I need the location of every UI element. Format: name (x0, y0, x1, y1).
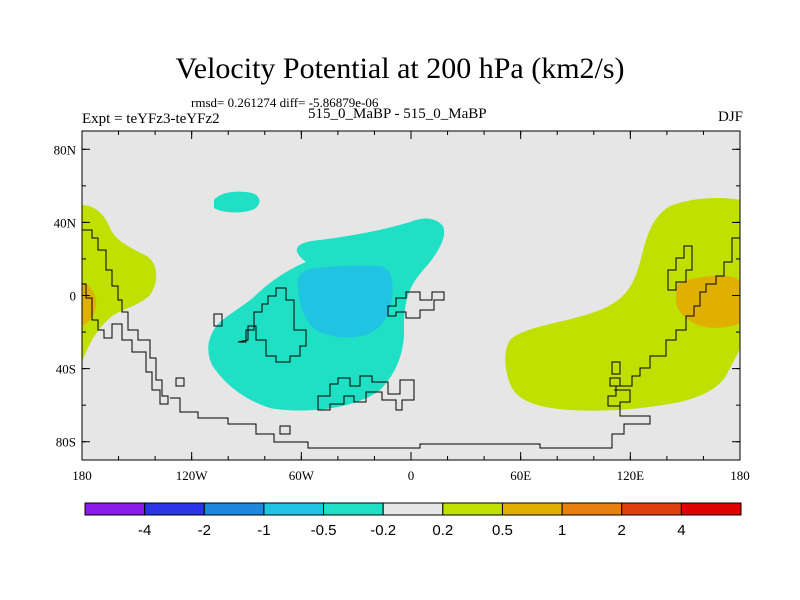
coastline-island-1 (611, 361, 621, 375)
colorbar-swatch (382, 502, 444, 516)
figure-title: Velocity Potential at 200 hPa (km2/s) (175, 52, 625, 85)
lat-tick-label: 40S (56, 362, 76, 377)
contour-negative-mild-islet (214, 191, 260, 213)
coastline-island-4 (175, 377, 185, 387)
coastline-gulf (387, 291, 445, 319)
case-label: 515_0_MaBP - 515_0_MaBP (308, 106, 487, 122)
lon-tick-label: 180 (730, 468, 750, 483)
season-label: DJF (717, 109, 743, 125)
lat-tick-label: 80S (56, 435, 76, 450)
colorbar-label: -0.2 (370, 522, 396, 539)
coastline-australia (607, 237, 740, 407)
colorbar-swatch (144, 502, 205, 516)
colorbar-swatch (680, 502, 742, 516)
contour-positive-mild-west (82, 205, 157, 362)
colorbar-label: -0.5 (311, 522, 337, 539)
rmsd-diff-stats: rmsd= 0.261274 diff= -5.86879e-06 (191, 95, 379, 110)
colorbar-swatch (501, 502, 563, 516)
colorbar-label: 4 (677, 522, 685, 539)
coastline-africa (237, 287, 307, 363)
colorbar: -4 -2 -1 -0.5 -0.2 0.2 0.5 1 2 4 (84, 502, 742, 539)
lon-tick-label: 120E (617, 468, 645, 483)
lon-tick-label: 60W (289, 468, 315, 483)
lat-tick-label: 40N (54, 215, 77, 230)
colorbar-swatch (442, 502, 503, 516)
coastline-island-3 (279, 425, 291, 435)
colorbar-swatch (203, 502, 265, 516)
colorbar-swatch (263, 502, 325, 516)
colorbar-label: -2 (198, 522, 211, 539)
lon-tick-label: 60E (510, 468, 531, 483)
coastline-america-west (82, 229, 169, 405)
lon-tick-label: 180 (72, 468, 92, 483)
contour-positive-mild-east (505, 198, 740, 411)
lat-tick-label: 80N (54, 142, 77, 157)
lon-tick-label: 0 (408, 468, 415, 483)
lat-tick-label: 0 (70, 289, 77, 304)
experiment-label: Expt = teYFz3-teYFz2 (82, 111, 220, 127)
colorbar-swatch (621, 502, 682, 516)
colorbar-label: 0.5 (492, 522, 513, 539)
colorbar-label: -4 (138, 522, 151, 539)
colorbar-swatch (84, 502, 146, 516)
colorbar-label: 2 (618, 522, 626, 539)
longitude-axis: 180 120W 60W 0 60E 120E 180 (72, 131, 750, 483)
coastline-antarctica (170, 389, 651, 449)
coastline-newguinea (667, 245, 693, 291)
coastline-island-5 (213, 313, 223, 327)
latitude-axis: 80N 40N 0 40S 80S (54, 142, 740, 450)
contour-negative-moderate-africa (297, 265, 393, 338)
contour-positive-moderate-east (676, 275, 740, 328)
colorbar-label: 0.2 (432, 522, 453, 539)
colorbar-label: 1 (558, 522, 566, 539)
colorbar-label: -1 (257, 522, 270, 539)
lon-tick-label: 120W (176, 468, 209, 483)
colorbar-swatch (561, 502, 623, 516)
colorbar-swatch (323, 502, 384, 516)
coastline-south-cluster (317, 375, 415, 411)
coastline-island-2 (609, 377, 621, 387)
